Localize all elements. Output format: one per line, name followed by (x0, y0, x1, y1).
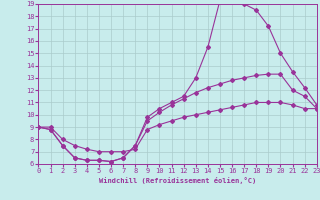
X-axis label: Windchill (Refroidissement éolien,°C): Windchill (Refroidissement éolien,°C) (99, 177, 256, 184)
